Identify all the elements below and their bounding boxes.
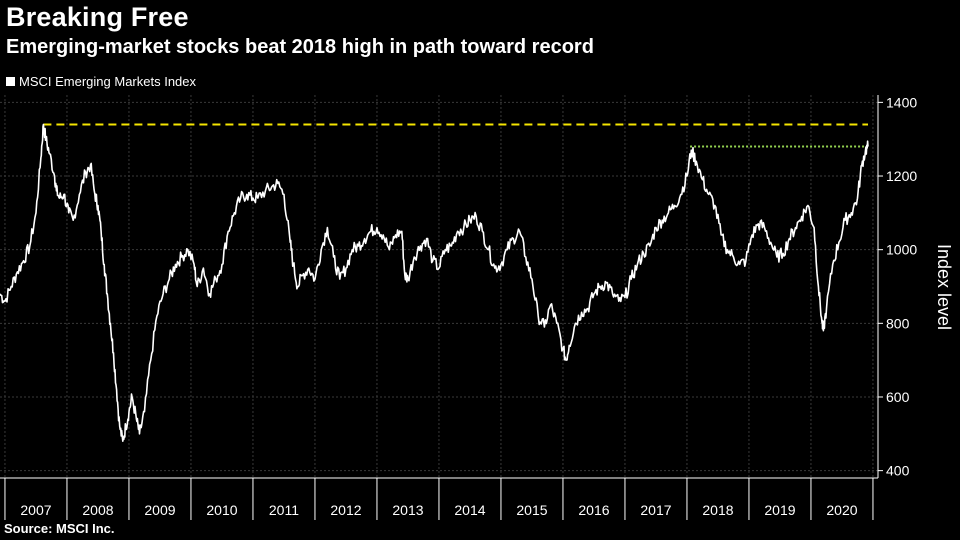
legend-swatch bbox=[6, 77, 15, 86]
x-tick-label: 2011 bbox=[269, 502, 299, 518]
chart-subtitle: Emerging-market stocks beat 2018 high in… bbox=[6, 36, 594, 58]
x-tick-label: 2008 bbox=[82, 502, 113, 518]
chart-title: Breaking Free bbox=[6, 2, 189, 32]
x-tick-label: 2007 bbox=[20, 502, 51, 518]
y-tick-label: 800 bbox=[886, 315, 910, 331]
x-tick-label: 2018 bbox=[702, 502, 733, 518]
axes: 400 600 800 1000 1200 1400 2007 2008 2009 2010 201… bbox=[0, 94, 954, 520]
x-tick-label: 2009 bbox=[144, 502, 175, 518]
legend-label: MSCI Emerging Markets Index bbox=[19, 74, 197, 89]
reference-lines bbox=[43, 123, 868, 148]
x-tick-label: 2012 bbox=[330, 502, 361, 518]
y-tick-label: 600 bbox=[886, 389, 910, 405]
series-layer bbox=[0, 123, 869, 443]
legend: MSCI Emerging Markets Index bbox=[6, 74, 196, 89]
x-tick-label: 2015 bbox=[516, 502, 547, 518]
x-tick-label: 2017 bbox=[640, 502, 671, 518]
x-tick-label: 2020 bbox=[826, 502, 857, 518]
x-tick-label: 2016 bbox=[578, 502, 609, 518]
x-tick-label: 2010 bbox=[206, 502, 237, 518]
x-tick-label: 2014 bbox=[454, 502, 485, 518]
y-tick-label: 1200 bbox=[886, 168, 917, 184]
x-tick-label: 2019 bbox=[764, 502, 795, 518]
series-line bbox=[0, 123, 869, 443]
x-tick-label: 2013 bbox=[392, 502, 423, 518]
y-tick-label: 1000 bbox=[886, 242, 917, 258]
y-tick-label: 400 bbox=[886, 463, 910, 479]
gridlines bbox=[0, 95, 878, 478]
y-tick-label: 1400 bbox=[886, 94, 917, 110]
y-axis-title: Index level bbox=[934, 244, 954, 330]
source-note: Source: MSCI Inc. bbox=[4, 521, 115, 536]
